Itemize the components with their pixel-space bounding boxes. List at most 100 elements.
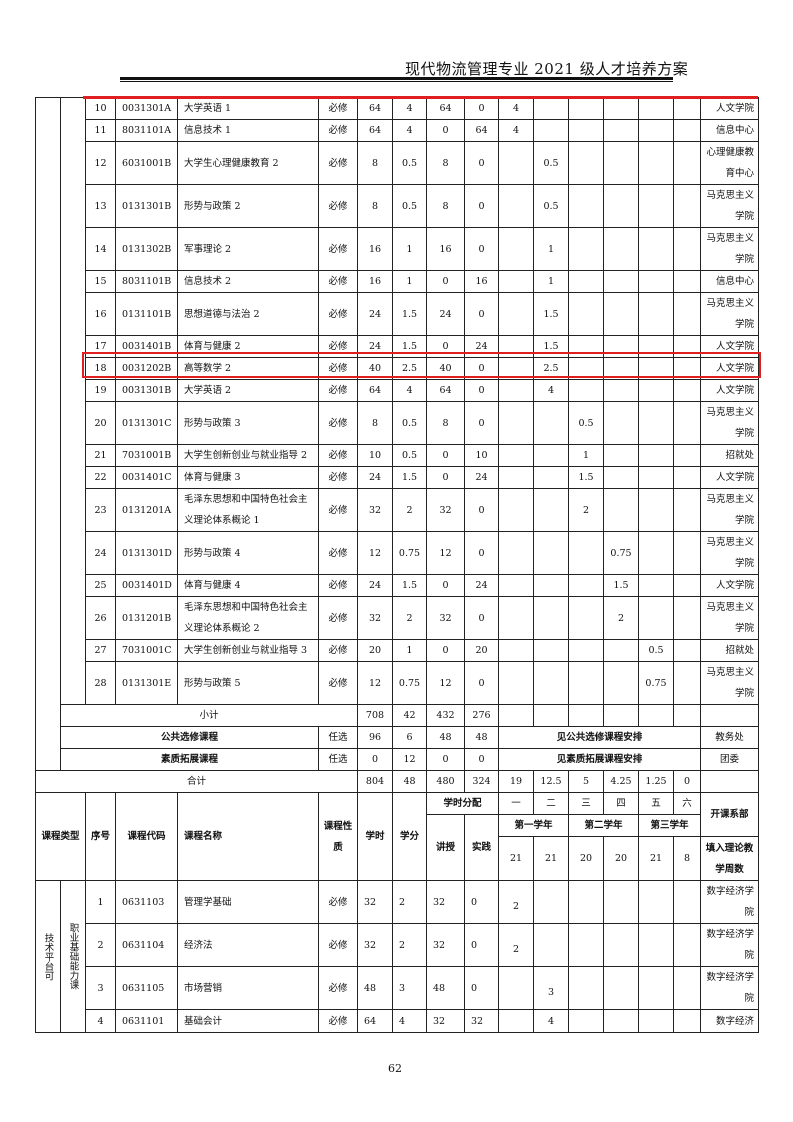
quality-extension-practice: 0: [464, 748, 499, 771]
subtotal-row: 小计 708 42 432 276: [36, 704, 759, 727]
public-elective-label: 公共选修课程: [60, 726, 319, 749]
lecture-cell: 32: [426, 880, 465, 924]
lecture-cell: 0: [426, 466, 465, 489]
dept-cell: 马克思主义学院: [700, 401, 759, 445]
semester-1-cell: 4: [498, 97, 534, 120]
empty-cell: [700, 704, 759, 727]
name-cell: 毛泽东思想和中国特色社会主义理论体系概论 1: [177, 488, 319, 532]
header-nature: 课程性质: [318, 792, 358, 881]
quality-extension-nature: 任选: [318, 748, 358, 771]
practice-cell: 0: [464, 97, 499, 120]
semester-4-cell: [603, 97, 639, 120]
semester-4-cell: [603, 444, 639, 467]
semester-6-cell: [673, 379, 701, 402]
hours-cell: 24: [357, 574, 393, 597]
semester-5-cell: [638, 596, 674, 640]
semester-3-cell: [568, 184, 604, 228]
header-code: 课程代码: [115, 792, 178, 881]
semester-6-cell: [673, 227, 701, 271]
practice-cell: 10: [464, 444, 499, 467]
table-row: 16 0131101B 思想道德与法治 2 必修 24 1.5 24 0 1.5 马克思主义学院: [36, 292, 759, 336]
nature-cell: 必修: [318, 574, 358, 597]
semester-5-cell: [638, 270, 674, 293]
code-cell: 0131101B: [115, 292, 178, 336]
semester-1-cell: [498, 379, 534, 402]
semester-2-cell: 3: [533, 966, 569, 1010]
code-cell: 0131301B: [115, 184, 178, 228]
table-row: 4 0631101 基础会计 必修 64 4 32 32 4 数字经济: [36, 1009, 759, 1033]
practice-cell: 0: [464, 966, 499, 1010]
table-row: 14 0131302B 军事理论 2 必修 16 1 16 0 1 马克思主义学院: [36, 227, 759, 271]
semester-5-cell: [638, 184, 674, 228]
seq-cell: 1: [85, 880, 116, 924]
nature-cell: 必修: [318, 97, 358, 120]
name-cell: 军事理论 2: [177, 227, 319, 271]
header-weeks-4: 20: [603, 836, 639, 881]
name-cell: 大学英语 1: [177, 97, 319, 120]
seq-cell: 10: [85, 97, 116, 120]
semester-1-cell: [498, 270, 534, 293]
credits-cell: 0.5: [392, 141, 427, 185]
semester-6-cell: [673, 401, 701, 445]
practice-cell: 0: [464, 531, 499, 575]
lecture-cell: 24: [426, 292, 465, 336]
semester-2-cell: [533, 488, 569, 532]
semester-2-cell: [533, 401, 569, 445]
hours-cell: 16: [357, 270, 393, 293]
dept-cell: 人文学院: [700, 574, 759, 597]
name-cell: 毛泽东思想和中国特色社会主义理论体系概论 2: [177, 596, 319, 640]
hours-cell: 64: [357, 119, 393, 142]
semester-3-cell: [568, 923, 604, 967]
table-row: 25 0031401D 体育与健康 4 必修 24 1.5 0 24 1.5 人文学院: [36, 574, 759, 597]
total-semester-2: 12.5: [533, 770, 569, 793]
semester-2-cell: 4: [533, 1009, 569, 1033]
hours-cell: 24: [357, 466, 393, 489]
seq-cell: 19: [85, 379, 116, 402]
practice-cell: 16: [464, 270, 499, 293]
header-semester-3: 三: [568, 792, 604, 815]
semester-6-cell: [673, 444, 701, 467]
header-year-2: 第二学年: [568, 814, 639, 837]
header-distribution: 学时分配: [426, 792, 499, 815]
semester-1-cell: [498, 596, 534, 640]
semester-4-cell: [603, 184, 639, 228]
practice-cell: 0: [464, 923, 499, 967]
dept-cell: 马克思主义学院: [700, 184, 759, 228]
hours-cell: 48: [357, 966, 393, 1010]
subtotal-lecture: 432: [426, 704, 465, 727]
practice-cell: 0: [464, 184, 499, 228]
semester-2-cell: [533, 466, 569, 489]
quality-extension-credits: 12: [392, 748, 427, 771]
lecture-cell: 0: [426, 119, 465, 142]
semester-3-cell: 2: [568, 488, 604, 532]
hours-cell: 10: [357, 444, 393, 467]
credits-cell: 0.5: [392, 444, 427, 467]
dept-cell: 心理健康教育中心: [700, 141, 759, 185]
empty-cell: [638, 704, 674, 727]
name-cell: 形势与政策 5: [177, 661, 319, 705]
seq-cell: 24: [85, 531, 116, 575]
code-cell: 0131301D: [115, 531, 178, 575]
seq-cell: 16: [85, 292, 116, 336]
credits-cell: 2: [392, 596, 427, 640]
header-semester-4: 四: [603, 792, 639, 815]
header-weeks-2: 21: [533, 836, 569, 881]
header-dept: 开课系部: [700, 792, 759, 837]
header-weeks-label: 填入理论教学周数: [700, 836, 759, 881]
total-lecture: 480: [426, 770, 465, 793]
header-year-1: 第一学年: [498, 814, 569, 837]
semester-4-cell: [603, 227, 639, 271]
credits-cell: 4: [392, 97, 427, 120]
header-rule: [120, 77, 673, 80]
semester-6-cell: [673, 488, 701, 532]
name-cell: 经济法: [177, 923, 319, 967]
dept-cell: 马克思主义学院: [700, 227, 759, 271]
code-cell: 0031301A: [115, 97, 178, 120]
public-elective-note: 见公共选修课程安排: [498, 726, 701, 749]
nature-cell: 必修: [318, 227, 358, 271]
semester-2-cell: 1: [533, 270, 569, 293]
seq-cell: 14: [85, 227, 116, 271]
credits-cell: 2: [392, 488, 427, 532]
lecture-cell: 32: [426, 488, 465, 532]
